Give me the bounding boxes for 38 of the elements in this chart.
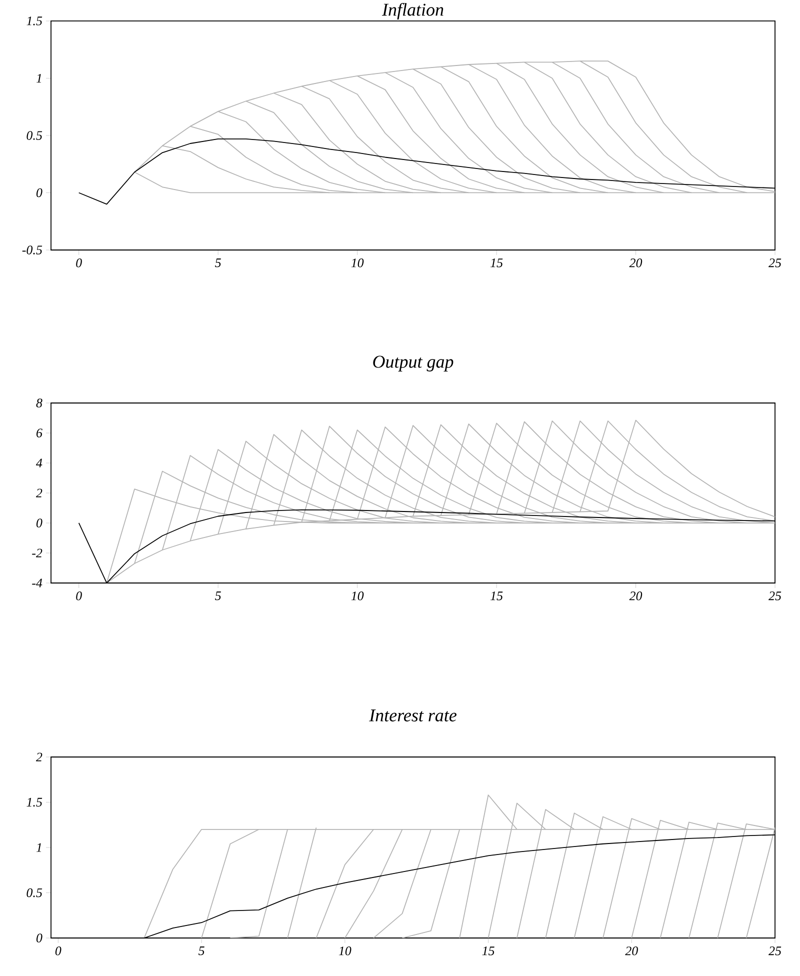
y-tick-label: 8 [36,398,42,408]
x-tick-label: 25 [768,946,782,956]
chart-title: Output gap [373,356,454,372]
x-tick-label: 5 [198,946,204,956]
x-tick-label: 15 [490,592,503,600]
y-tick-label: 1 [36,74,42,83]
y-tick-label: 0 [36,518,42,528]
x-tick-label: 20 [629,258,642,268]
y-tick-label: 1.5 [26,798,42,807]
y-tick-label: 6 [36,428,42,438]
y-tick-label: 0 [36,934,42,942]
y-tick-label: 4 [36,458,42,468]
x-tick-label: 25 [768,592,782,600]
y-tick-label: -4 [32,578,42,588]
chart-title: Interest rate [369,709,457,722]
x-tick-label: 20 [629,592,642,600]
y-tick-label: 1.5 [26,16,42,26]
x-tick-label: 0 [76,258,82,268]
x-tick-label: 25 [768,258,782,268]
y-tick-label: 0.5 [26,888,42,898]
x-tick-label: 10 [351,592,364,600]
y-tick-label: -0.5 [22,246,42,254]
x-tick-label: 5 [215,592,221,600]
x-tick-label: 20 [625,946,638,956]
y-tick-label: -2 [32,548,42,558]
x-tick-label: 15 [490,258,503,268]
chart-title: Inflation [382,2,444,20]
x-tick-label: 15 [482,946,494,956]
y-tick-label: 2 [36,488,42,498]
y-tick-label: 1 [36,843,42,852]
x-tick-label: 0 [76,592,82,600]
x-tick-label: 10 [338,946,352,956]
x-tick-label: 0 [55,946,62,956]
y-tick-label: 2 [36,752,42,762]
y-tick-label: 0.5 [26,131,42,140]
x-tick-label: 10 [351,258,364,268]
x-tick-label: 5 [215,258,221,268]
y-tick-label: 0 [36,188,42,198]
